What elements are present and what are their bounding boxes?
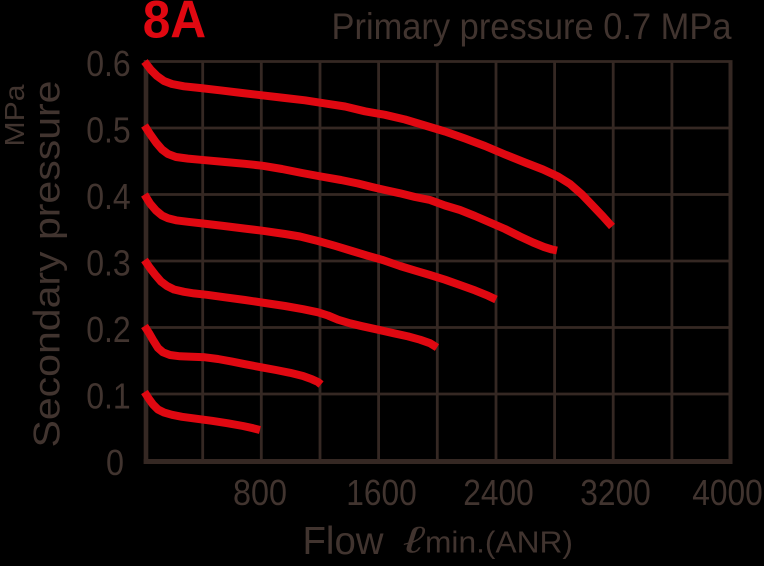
svg-text:Primary pressure 0.7 MPa: Primary pressure 0.7 MPa — [332, 6, 732, 47]
svg-text:800: 800 — [233, 472, 287, 513]
svg-text:min.(ANR): min.(ANR) — [425, 525, 573, 560]
svg-text:Flow: Flow — [303, 520, 385, 561]
svg-text:0.6: 0.6 — [86, 43, 131, 84]
svg-text:0.3: 0.3 — [86, 243, 131, 284]
svg-text:4000: 4000 — [692, 472, 763, 513]
svg-text:2400: 2400 — [463, 472, 534, 513]
svg-text:0: 0 — [106, 442, 124, 483]
svg-text:ℓ: ℓ — [402, 520, 426, 561]
svg-text:0.1: 0.1 — [86, 376, 131, 417]
svg-text:0.4: 0.4 — [86, 176, 131, 217]
svg-text:1600: 1600 — [346, 472, 417, 513]
svg-text:0.5: 0.5 — [86, 110, 131, 151]
svg-text:MPa: MPa — [0, 84, 30, 146]
svg-text:8A: 8A — [143, 0, 207, 50]
svg-text:3200: 3200 — [580, 472, 651, 513]
svg-text:Secondary pressure: Secondary pressure — [26, 80, 68, 447]
svg-text:0.2: 0.2 — [86, 309, 131, 350]
